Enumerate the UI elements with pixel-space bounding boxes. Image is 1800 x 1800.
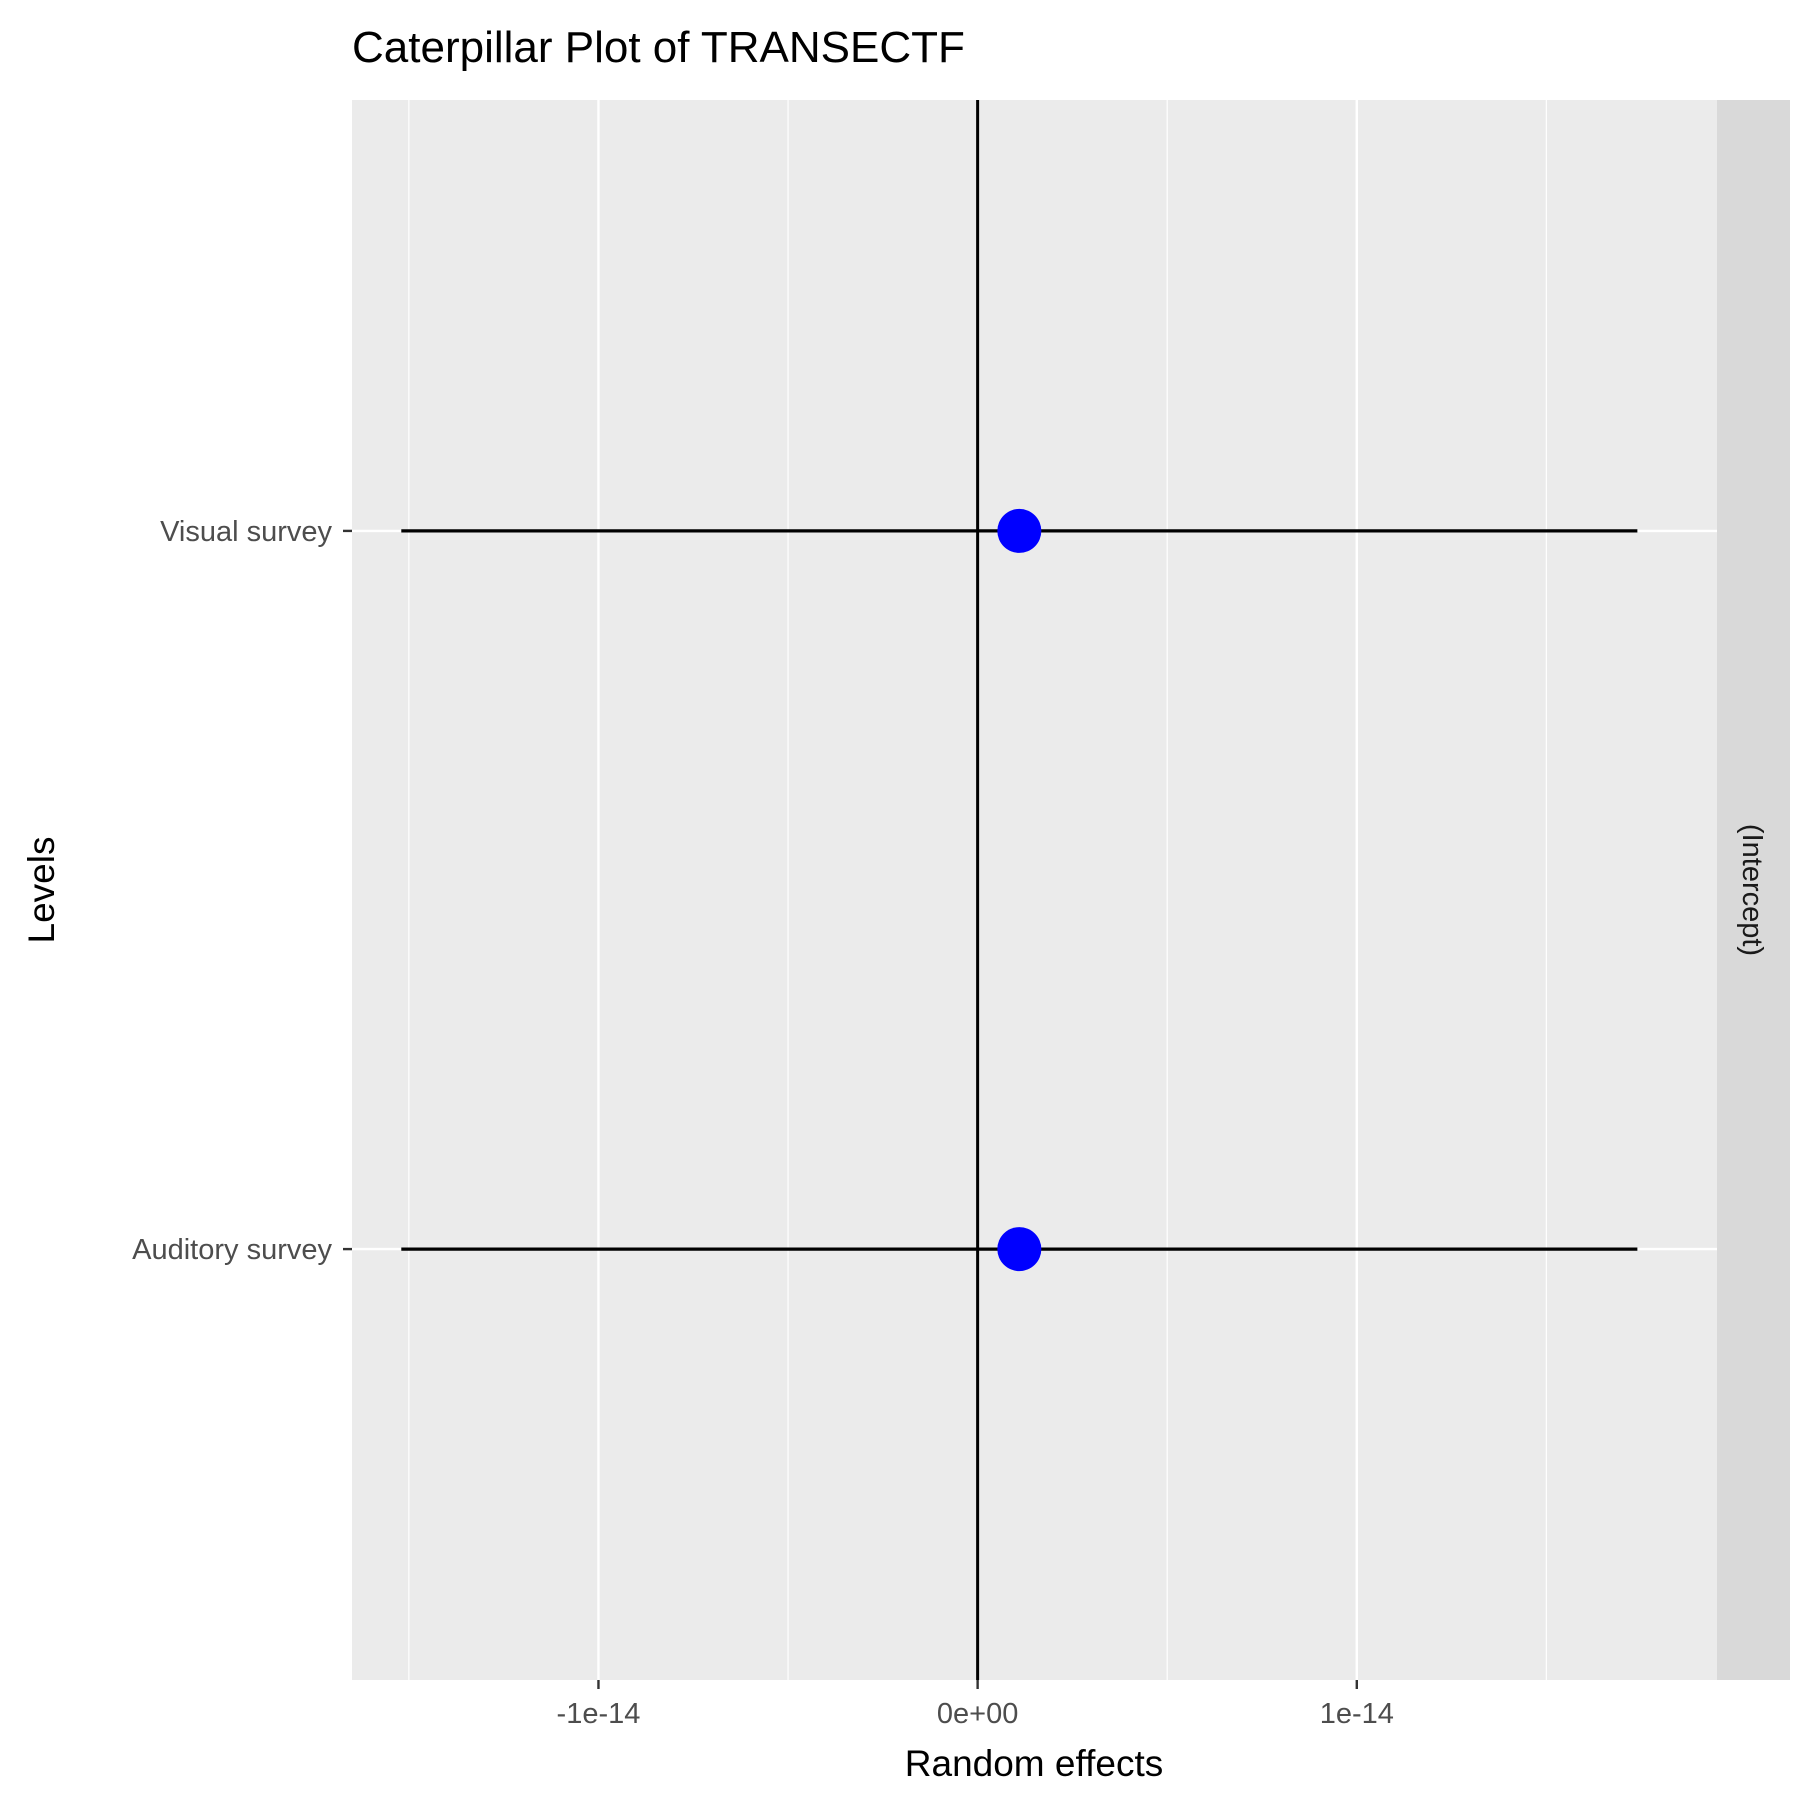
x-axis-title: Random effects — [905, 1743, 1163, 1784]
estimate-point — [997, 508, 1042, 553]
chart-title: Caterpillar Plot of TRANSECTF — [352, 23, 965, 72]
facet-strip — [1717, 100, 1790, 1680]
x-tick-label: -1e-14 — [557, 1698, 641, 1730]
y-tick-label: Visual survey — [160, 516, 332, 548]
axes: -1e-14 0e+00 1e-14 Auditory survey Visual su… — [132, 516, 1394, 1730]
estimate-point — [997, 1227, 1042, 1272]
y-tick-label: Auditory survey — [132, 1234, 332, 1266]
y-axis-title: Levels — [21, 837, 62, 944]
facet-strip-label: (Intercept) — [1736, 824, 1768, 956]
x-tick-label: 0e+00 — [937, 1698, 1018, 1730]
chart-marks — [401, 100, 1638, 1680]
plot-panel — [352, 100, 1717, 1680]
x-tick-label: 1e-14 — [1320, 1698, 1394, 1730]
